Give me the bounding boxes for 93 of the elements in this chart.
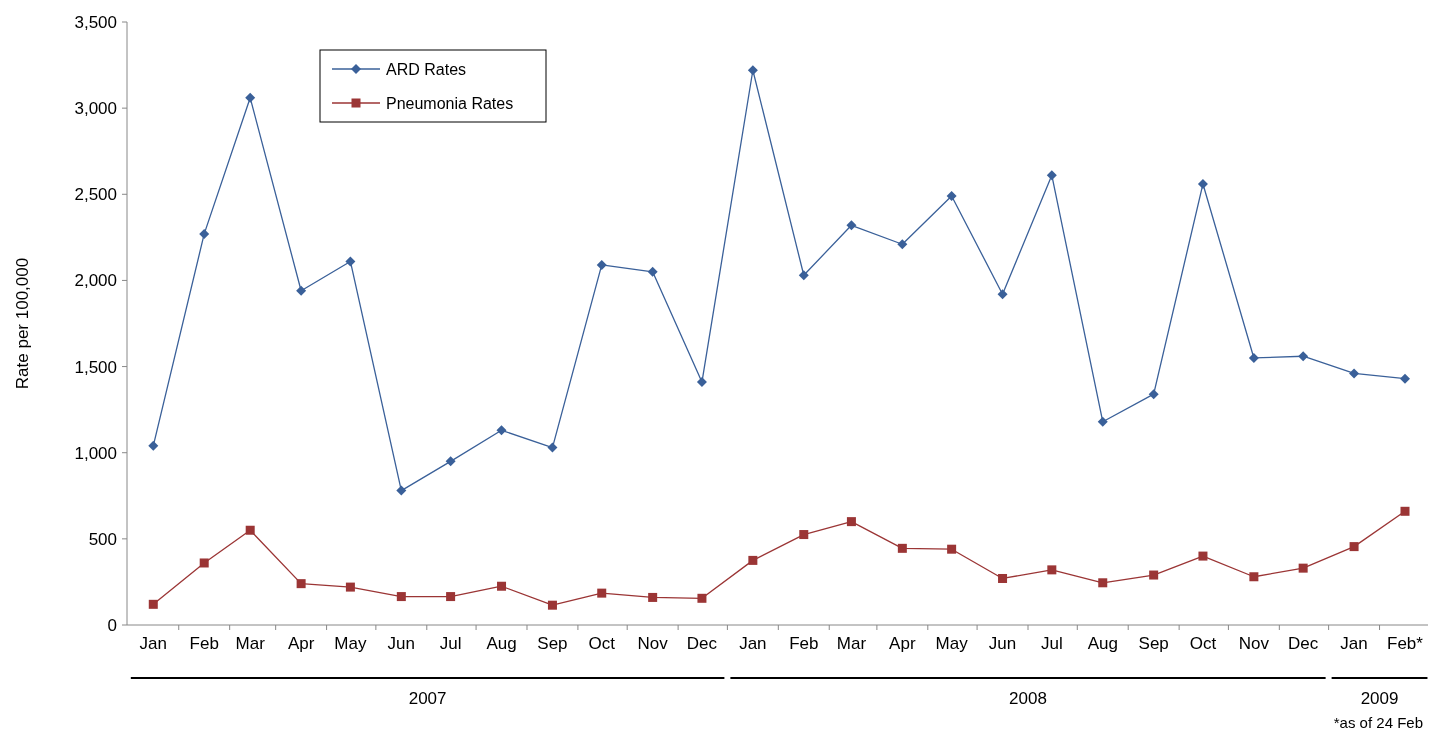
point [697, 593, 707, 603]
text: 2007 [408, 689, 447, 708]
y-tick-label: 500 [88, 529, 117, 549]
point [1097, 416, 1108, 427]
point [1149, 570, 1159, 580]
point [897, 543, 907, 553]
y-axis-title: Rate per 100,000 [13, 257, 32, 390]
point [396, 485, 407, 496]
x-tick-label: Dec [1288, 634, 1319, 653]
point [345, 582, 355, 592]
x-tick-label: Feb [189, 634, 219, 653]
point [748, 555, 758, 565]
point [747, 65, 758, 76]
point [296, 285, 307, 296]
x-tick-label: Nov [1238, 634, 1270, 653]
x-tick-label: Sep [537, 634, 568, 653]
y-tick-label: 1,000 [74, 443, 117, 463]
point [1248, 352, 1259, 363]
point [647, 266, 658, 277]
point [648, 592, 658, 602]
point [497, 581, 507, 591]
x-tick-label: Nov [637, 634, 669, 653]
point [199, 228, 210, 239]
point [496, 425, 507, 436]
point [446, 592, 456, 602]
y-tick-label: 2,500 [74, 185, 117, 205]
point [345, 256, 356, 267]
legend-label: ARD Rates [386, 60, 467, 78]
point [846, 517, 856, 527]
point [846, 220, 857, 231]
x-tick-label: Jan [139, 634, 167, 653]
x-tick-label: Aug [486, 634, 517, 653]
x-tick-label: Mar [836, 634, 867, 653]
point [547, 600, 557, 610]
point [1098, 578, 1108, 588]
text: *as of 24 Feb [1333, 714, 1423, 731]
point [445, 456, 456, 467]
point [148, 440, 159, 451]
x-tick-label: Jan [739, 634, 767, 653]
point [1046, 170, 1057, 181]
y-tick-label: 1,500 [74, 357, 117, 377]
x-tick-label: Jan [1340, 634, 1368, 653]
point [998, 573, 1008, 583]
x-tick-label: Oct [588, 634, 616, 653]
x-tick-label: Mar [235, 634, 266, 653]
point [696, 377, 707, 388]
x-tick-label: May [935, 634, 969, 653]
point [596, 259, 607, 270]
x-tick-label: Jun [988, 634, 1017, 653]
point [199, 558, 209, 568]
point [245, 92, 256, 103]
point [1148, 389, 1159, 400]
x-tick-label: May [334, 634, 367, 653]
point [798, 270, 809, 281]
point [396, 592, 406, 602]
x-tick-label: Jul [439, 634, 462, 653]
y-tick-label: 0 [107, 615, 117, 635]
point [547, 442, 558, 453]
x-tick-label: Apr [287, 634, 315, 653]
point [1400, 506, 1410, 516]
point [148, 599, 158, 609]
x-tick-label: Oct [1189, 634, 1217, 653]
point [1400, 373, 1410, 384]
x-tick-label: Feb [789, 634, 819, 653]
text: 2008 [1009, 689, 1047, 708]
point [947, 544, 957, 554]
x-tick-label: Feb* [1387, 634, 1424, 653]
point [997, 289, 1008, 300]
x-tick-label: Aug [1087, 634, 1118, 653]
y-tick-label: 2,000 [74, 271, 117, 291]
point [1047, 565, 1057, 575]
point [1349, 542, 1359, 552]
point [946, 191, 957, 202]
point [1249, 572, 1259, 582]
point [1298, 351, 1309, 362]
legend-label: Pneumonia Rates [386, 94, 514, 112]
point [799, 530, 809, 540]
text: 2009 [1360, 689, 1399, 708]
x-tick-label: Dec [686, 634, 718, 653]
x-tick-label: Jul [1040, 634, 1063, 653]
y-tick-label: 3,000 [74, 99, 117, 119]
point [1349, 368, 1360, 379]
point [296, 579, 306, 589]
point [1298, 563, 1308, 573]
x-tick-label: Jun [387, 634, 416, 653]
x-tick-label: Sep [1138, 634, 1169, 653]
point [1197, 178, 1208, 189]
point [597, 588, 607, 598]
point [1198, 551, 1208, 561]
point [897, 239, 908, 250]
point [245, 525, 255, 535]
y-tick-label: 3,500 [74, 12, 117, 32]
x-tick-label: Apr [889, 634, 916, 653]
